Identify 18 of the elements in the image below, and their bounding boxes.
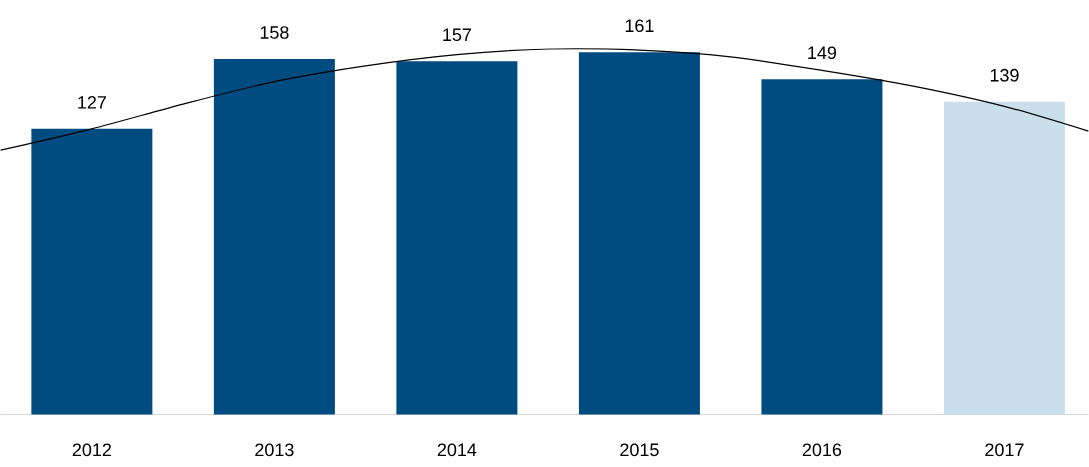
bar [396, 61, 518, 415]
data-label: 161 [625, 19, 654, 32]
bar [31, 128, 153, 415]
bar [761, 79, 883, 415]
x-tick-label: 2016 [802, 443, 842, 456]
data-label: 139 [990, 68, 1019, 82]
x-tick-label: 2014 [437, 443, 477, 456]
bar [943, 101, 1065, 415]
x-tick-label: 2017 [985, 443, 1024, 456]
x-tick-label: 2015 [620, 443, 659, 456]
data-label: 149 [808, 46, 837, 59]
bar [578, 52, 700, 415]
data-label: 157 [443, 28, 471, 41]
data-label: 158 [260, 25, 289, 39]
x-tick-label: 2012 [72, 443, 111, 456]
x-tick-label: 2013 [255, 443, 294, 456]
bar [213, 58, 335, 415]
data-label: 127 [78, 95, 106, 109]
